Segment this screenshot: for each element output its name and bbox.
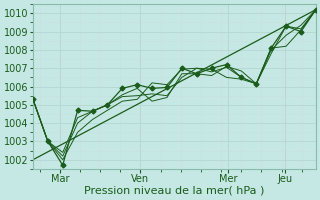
X-axis label: Pression niveau de la mer( hPa ): Pression niveau de la mer( hPa ) bbox=[84, 186, 265, 196]
